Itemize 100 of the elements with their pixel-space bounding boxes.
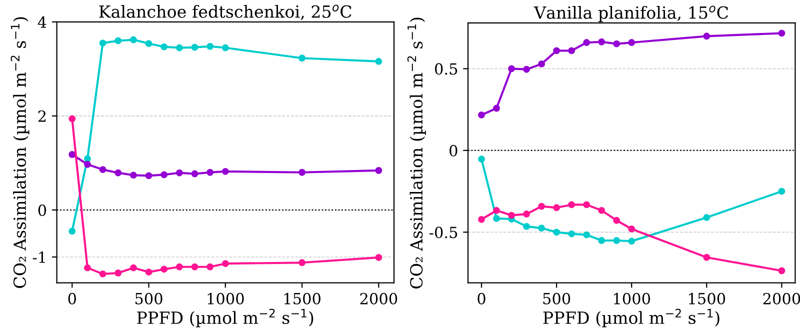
- point: [553, 228, 560, 236]
- y-axis-title: CO₂ Assimilation (µmol m$^{−2}$ s$^{−1}$): [407, 18, 426, 288]
- x-axis-title: PPFD (µmol m$^{−2}$ s$^{−1}$): [543, 308, 720, 328]
- point: [613, 237, 620, 244]
- x-axis-title: PPFD (µmol m$^{−2}$ s$^{−1}$): [137, 308, 314, 328]
- point: [99, 166, 106, 174]
- point: [523, 210, 530, 218]
- point: [160, 43, 168, 50]
- x-tick-label: 500: [543, 292, 570, 304]
- point: [493, 104, 500, 112]
- point: [99, 40, 106, 47]
- point: [538, 60, 546, 68]
- point: [84, 160, 91, 168]
- point: [703, 32, 710, 40]
- point: [508, 65, 515, 72]
- point: [99, 270, 106, 278]
- y-tick-label: 0: [38, 204, 46, 216]
- point: [68, 115, 76, 122]
- point: [130, 172, 137, 179]
- point: [298, 259, 306, 266]
- point: [553, 204, 560, 212]
- point: [222, 168, 229, 175]
- x-tick-label: 2000: [763, 292, 800, 304]
- point: [68, 151, 76, 158]
- point: [375, 254, 382, 261]
- point: [598, 206, 606, 214]
- point: [222, 260, 229, 268]
- point: [478, 216, 485, 223]
- point: [68, 228, 76, 235]
- y-axis-title: CO₂ Assimilation (µmol m$^{−2}$ s$^{−1}$): [10, 17, 30, 288]
- point: [130, 36, 137, 44]
- point: [191, 263, 198, 270]
- point: [84, 264, 91, 272]
- point: [145, 172, 152, 180]
- point: [538, 224, 546, 232]
- point: [160, 266, 168, 273]
- point: [628, 238, 636, 245]
- y-tick-label: 0.5: [434, 63, 458, 75]
- y-tick-label: 4: [38, 16, 46, 28]
- point: [176, 169, 183, 176]
- y-tick-label: 2: [38, 110, 46, 122]
- point: [523, 222, 530, 230]
- chart-title: Vanilla planifolia, 15$^{o}$C: [534, 6, 728, 22]
- point: [176, 44, 183, 52]
- point: [613, 216, 620, 224]
- point: [206, 168, 214, 176]
- point: [298, 168, 306, 176]
- point: [523, 66, 530, 73]
- point: [114, 37, 122, 44]
- point: [628, 225, 636, 232]
- point: [206, 42, 214, 50]
- point: [598, 38, 606, 46]
- point: [114, 169, 122, 176]
- point: [778, 188, 786, 195]
- y-tick-label: -0.5: [429, 226, 458, 238]
- point: [568, 201, 576, 208]
- point: [583, 201, 590, 208]
- point: [568, 47, 576, 54]
- point: [176, 263, 183, 270]
- x-tick-label: 500: [135, 292, 162, 304]
- point: [553, 47, 560, 54]
- point: [598, 237, 606, 244]
- point: [778, 30, 786, 37]
- point: [145, 40, 152, 48]
- point: [478, 156, 485, 163]
- x-tick-label: 0: [478, 292, 486, 304]
- point: [375, 167, 382, 174]
- point: [538, 202, 546, 210]
- point: [628, 39, 636, 46]
- point: [130, 264, 137, 272]
- point: [493, 206, 500, 214]
- chart-title: Kalanchoe fedtschenkoi, 25$^{o}$C: [99, 4, 352, 20]
- y-tick-label: 0: [450, 144, 458, 156]
- x-tick-label: 1000: [614, 292, 650, 304]
- point: [583, 39, 590, 46]
- point: [703, 254, 710, 261]
- point: [114, 270, 122, 276]
- point: [298, 54, 306, 62]
- x-tick-label: 0: [68, 292, 76, 304]
- x-tick-label: 1500: [689, 292, 726, 304]
- point: [703, 214, 710, 221]
- point: [478, 111, 485, 118]
- x-tick-label: 1500: [284, 292, 320, 304]
- point: [191, 170, 198, 178]
- point: [778, 267, 786, 274]
- point: [508, 212, 515, 219]
- point: [222, 44, 229, 52]
- y-tick-label: -1: [32, 251, 45, 263]
- point: [206, 263, 214, 270]
- x-tick-label: 2000: [360, 292, 398, 304]
- point: [613, 40, 620, 48]
- point: [493, 214, 500, 222]
- point: [84, 155, 91, 162]
- point: [191, 44, 198, 51]
- point: [160, 171, 168, 178]
- point: [568, 230, 576, 238]
- point: [583, 231, 590, 238]
- point: [375, 58, 382, 65]
- point: [145, 268, 152, 276]
- x-tick-label: 1000: [208, 292, 244, 304]
